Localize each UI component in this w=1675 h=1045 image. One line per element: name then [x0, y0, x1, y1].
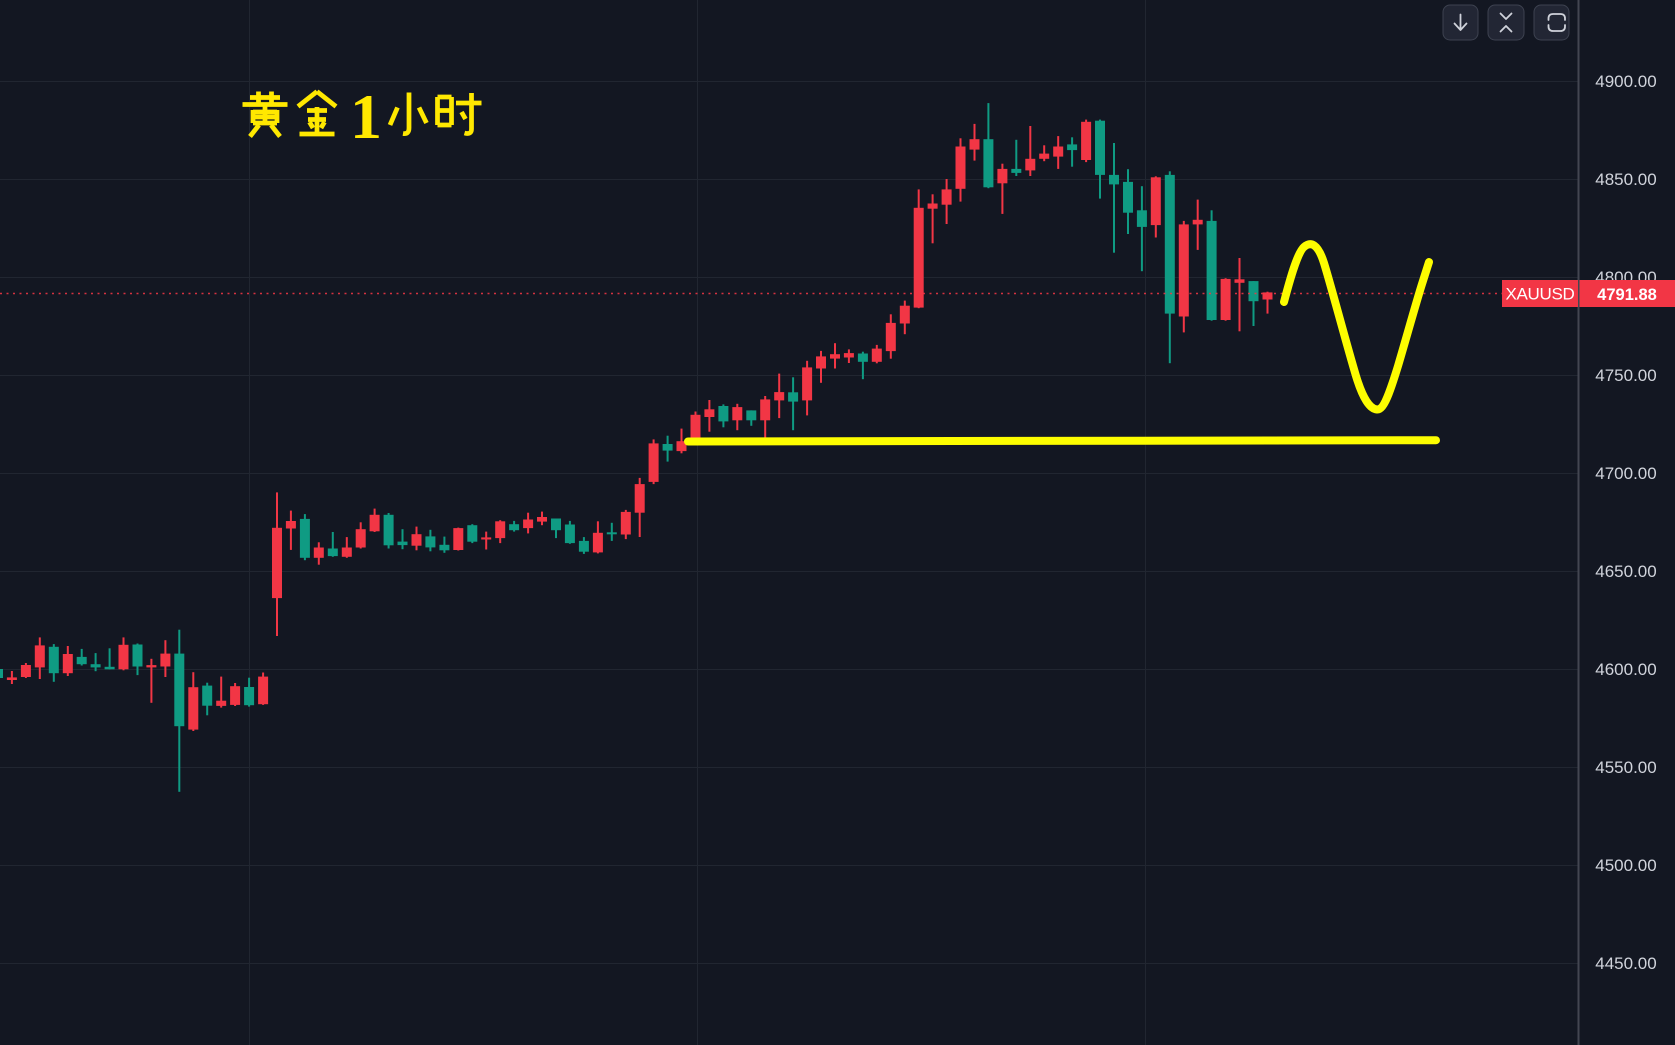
svg-text:4750.00: 4750.00 [1595, 366, 1656, 385]
svg-text:4900.00: 4900.00 [1595, 72, 1656, 91]
svg-text:4500.00: 4500.00 [1595, 856, 1656, 875]
svg-text:4450.00: 4450.00 [1595, 954, 1656, 973]
svg-text:4850.00: 4850.00 [1595, 170, 1656, 189]
svg-text:4600.00: 4600.00 [1595, 660, 1656, 679]
svg-text:1: 1 [350, 81, 382, 152]
svg-text:4550.00: 4550.00 [1595, 758, 1656, 777]
svg-text:4700.00: 4700.00 [1595, 464, 1656, 483]
svg-text:XAUUSD: XAUUSD [1505, 285, 1574, 304]
svg-text:4650.00: 4650.00 [1595, 562, 1656, 581]
svg-text:4791.88: 4791.88 [1597, 286, 1657, 304]
